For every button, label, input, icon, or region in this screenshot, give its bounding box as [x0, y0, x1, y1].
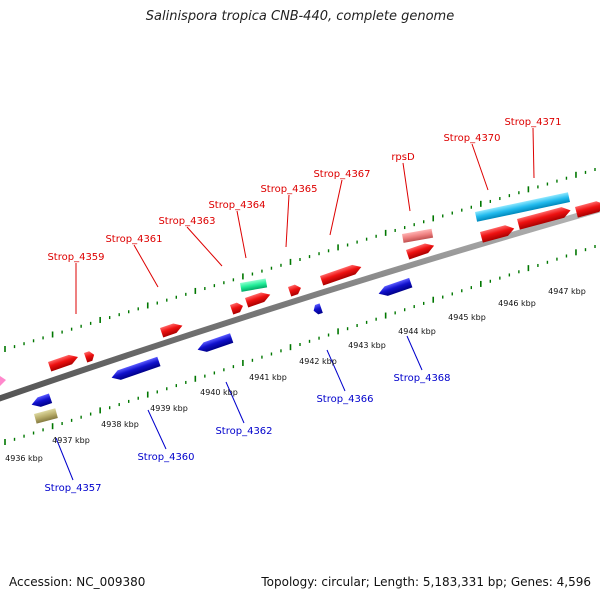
scale-label: 4947 kbp — [548, 287, 586, 296]
scale-label: 4943 kbp — [348, 341, 386, 350]
scale-label: 4938 kbp — [101, 420, 139, 429]
map-title: Salinispora tropica CNB-440, complete ge… — [145, 9, 455, 24]
gene-arrow[interactable] — [475, 192, 571, 222]
gene-arrow[interactable] — [402, 228, 434, 243]
leader-line — [532, 127, 535, 179]
forward-gene-label: Strop_4367 — [313, 169, 370, 180]
forward-gene-label: Strop_4361 — [105, 234, 162, 245]
scale-label: 4939 kbp — [150, 404, 188, 413]
gene-arrow[interactable] — [517, 205, 572, 230]
gene-arrow[interactable] — [245, 290, 272, 308]
forward-gene-label: rpsD — [391, 152, 415, 163]
leader-line — [285, 194, 290, 248]
gene-arrow[interactable] — [196, 333, 234, 354]
leader-line — [147, 409, 167, 450]
gene-arrow[interactable] — [34, 408, 58, 424]
forward-gene-label: Strop_4365 — [260, 184, 317, 195]
label-leaders — [55, 127, 535, 481]
scale-label: 4937 kbp — [52, 436, 90, 445]
gene-arrow[interactable] — [240, 278, 268, 292]
accession-text: Accession: NC_009380 — [9, 575, 146, 589]
leader-line — [406, 335, 423, 371]
scale-label: 4941 kbp — [249, 373, 287, 382]
scale-label: 4946 kbp — [498, 299, 536, 308]
gene-arrow[interactable] — [320, 262, 363, 286]
leader-line — [186, 226, 223, 267]
gene-features — [0, 192, 600, 424]
reverse-gene-label: Strop_4357 — [44, 483, 101, 494]
lower-tick-track — [4, 245, 596, 445]
genome-summary-text: Topology: circular; Length: 5,183,331 bp… — [261, 575, 591, 589]
backbone — [0, 206, 600, 402]
gene-arrow[interactable] — [160, 321, 184, 338]
scale-label: 4945 kbp — [448, 313, 486, 322]
leader-line — [55, 437, 74, 481]
gene-arrow[interactable] — [377, 277, 413, 299]
scale-label: 4936 kbp — [5, 454, 43, 463]
gene-arrow[interactable] — [312, 303, 323, 315]
leader-line — [236, 210, 247, 259]
reverse-gene-label: Strop_4368 — [393, 373, 450, 384]
gene-arrow[interactable] — [30, 393, 53, 409]
scale-label: 4940 kbp — [200, 388, 238, 397]
reverse-gene-label: Strop_4366 — [316, 394, 373, 405]
scale-labels: 4936 kbp 4937 kbp 4938 kbp 4939 kbp 4940 kbp… — [5, 287, 586, 463]
forward-gene-label: Strop_4370 — [443, 133, 500, 144]
upper-tick-track — [4, 168, 596, 352]
gene-arrow[interactable] — [288, 283, 303, 297]
leader-line — [326, 349, 346, 392]
gene-arrow[interactable] — [84, 350, 96, 363]
leader-line — [471, 143, 489, 191]
scale-label: 4944 kbp — [398, 327, 436, 336]
leader-line — [329, 179, 343, 236]
forward-gene-label: Strop_4371 — [504, 117, 561, 128]
leader-line — [402, 162, 411, 212]
forward-gene-label: Strop_4364 — [208, 200, 265, 211]
reverse-gene-label: Strop_4360 — [137, 452, 194, 463]
leader-line — [225, 381, 245, 424]
gene-arrow[interactable] — [406, 241, 436, 260]
gene-arrow[interactable] — [110, 356, 161, 383]
reverse-gene-label: Strop_4362 — [215, 426, 272, 437]
gene-arrow[interactable] — [230, 301, 245, 315]
gene-arrow[interactable] — [48, 352, 80, 372]
gene-arrow[interactable] — [0, 376, 6, 386]
leader-line — [133, 244, 159, 288]
gene-arrow[interactable] — [480, 223, 516, 243]
forward-gene-label: Strop_4359 — [47, 252, 104, 263]
forward-gene-label: Strop_4363 — [158, 216, 215, 227]
gene-arrow[interactable] — [575, 199, 600, 218]
scale-label: 4942 kbp — [299, 357, 337, 366]
